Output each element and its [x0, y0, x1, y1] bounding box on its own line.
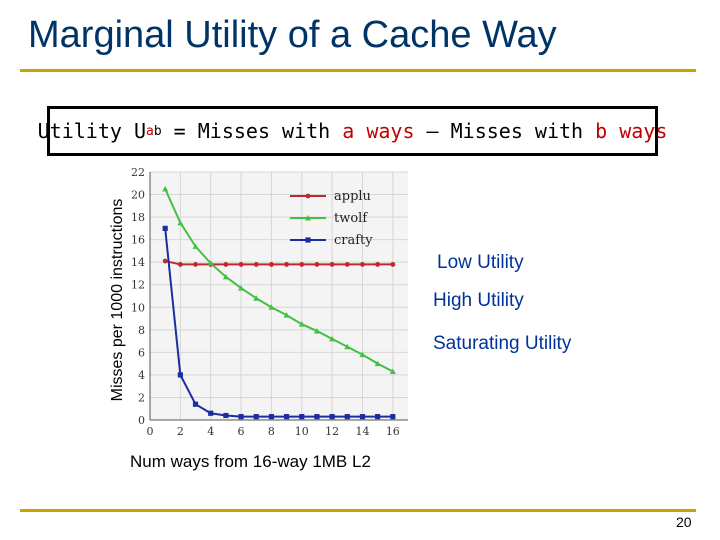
plot-area — [150, 172, 408, 420]
legend-marker-twolf — [305, 215, 311, 221]
formula-dash: – Misses with — [414, 119, 596, 143]
x-tick-label: 14 — [355, 425, 369, 438]
y-tick-label: 0 — [138, 414, 145, 427]
series-line-crafty — [164, 228, 393, 418]
formula-subscript: a — [145, 123, 154, 139]
y-tick-label: 18 — [131, 211, 145, 224]
title-rule — [20, 69, 696, 72]
x-tick-label: 4 — [207, 425, 214, 438]
data-point-applu — [253, 262, 259, 267]
formula-superscript: b — [153, 123, 162, 139]
legend-label-twolf: twolf — [334, 211, 368, 226]
data-point-crafty — [283, 414, 290, 420]
x-tick-label: 0 — [147, 425, 154, 438]
y-tick-label: 14 — [131, 256, 145, 269]
data-point-applu — [223, 262, 229, 267]
slide-title: Marginal Utility of a Cache Way — [28, 14, 557, 56]
data-point-twolf — [389, 368, 396, 375]
data-point-crafty — [192, 401, 199, 407]
data-point-applu — [284, 262, 289, 267]
data-point-applu — [360, 262, 365, 267]
data-point-applu — [269, 262, 274, 267]
y-tick-label: 22 — [131, 166, 145, 179]
data-point-applu — [314, 262, 320, 267]
x-tick-label: 2 — [177, 425, 184, 438]
data-point-crafty — [344, 414, 350, 420]
data-point-twolf — [222, 273, 229, 280]
data-point-crafty — [314, 414, 320, 420]
y-tick-label: 20 — [131, 189, 145, 202]
data-point-twolf — [344, 343, 351, 350]
data-point-crafty — [253, 414, 259, 420]
data-point-applu — [329, 262, 335, 267]
data-point-crafty — [268, 414, 275, 420]
y-tick-label: 12 — [131, 279, 145, 292]
y-tick-label: 16 — [131, 234, 145, 247]
data-point-crafty — [299, 414, 305, 420]
data-point-crafty — [223, 412, 229, 419]
data-point-crafty — [390, 414, 396, 420]
data-point-applu — [177, 262, 183, 267]
data-point-twolf — [253, 295, 260, 301]
x-tick-label: 10 — [295, 425, 309, 438]
data-point-applu — [162, 258, 168, 264]
data-point-twolf — [313, 327, 320, 334]
data-point-twolf — [268, 304, 275, 310]
x-tick-label: 16 — [386, 425, 400, 438]
data-point-applu — [375, 262, 381, 267]
data-point-twolf — [283, 312, 290, 318]
x-tick-label: 6 — [238, 425, 245, 438]
annotation-saturating-utility: Saturating Utility — [433, 333, 572, 354]
x-axis-label: Num ways from 16-way 1MB L2 — [130, 452, 371, 471]
legend-label-crafty: crafty — [334, 233, 373, 248]
formula-prefix: Utility U — [37, 119, 146, 143]
data-point-crafty — [162, 225, 168, 231]
legend-marker-crafty — [305, 237, 311, 243]
page-number: 20 — [676, 514, 692, 530]
data-point-crafty — [208, 410, 214, 416]
series-line-applu — [164, 260, 393, 266]
data-point-applu — [344, 262, 350, 267]
y-tick-label: 2 — [138, 391, 145, 404]
data-point-twolf — [192, 243, 199, 249]
data-point-applu — [299, 262, 305, 267]
formula-eq: = Misses with — [161, 119, 343, 143]
data-point-crafty — [329, 414, 335, 420]
data-point-twolf — [298, 321, 305, 327]
data-point-twolf — [162, 185, 169, 192]
data-point-applu — [390, 262, 396, 267]
data-point-twolf — [359, 351, 366, 358]
annotation-high-utility: High Utility — [433, 290, 524, 311]
data-point-crafty — [238, 414, 244, 420]
data-point-applu — [238, 262, 244, 267]
data-point-twolf — [374, 360, 381, 367]
data-point-twolf — [238, 285, 245, 291]
y-axis-label: Misses per 1000 instructions — [109, 198, 126, 402]
annotation-low-utility: Low Utility — [437, 252, 524, 273]
data-point-applu — [193, 262, 198, 267]
data-point-twolf — [207, 260, 214, 266]
x-tick-label: 12 — [325, 425, 339, 438]
legend-marker-applu — [305, 193, 311, 199]
y-tick-label: 6 — [138, 346, 145, 359]
data-point-twolf — [329, 335, 336, 342]
x-tick-label: 8 — [268, 425, 275, 438]
y-tick-label: 10 — [131, 301, 145, 314]
data-point-crafty — [359, 414, 366, 420]
footer-rule — [20, 509, 696, 512]
series-line-twolf — [164, 188, 394, 373]
formula-b-ways: b ways — [595, 119, 668, 143]
formula-a-ways: a ways — [342, 119, 415, 143]
y-tick-label: 4 — [138, 369, 145, 382]
data-point-crafty — [177, 372, 183, 378]
y-tick-label: 8 — [138, 324, 145, 337]
legend-label-applu: applu — [334, 189, 371, 204]
data-point-twolf — [177, 219, 184, 226]
data-point-crafty — [375, 414, 381, 420]
